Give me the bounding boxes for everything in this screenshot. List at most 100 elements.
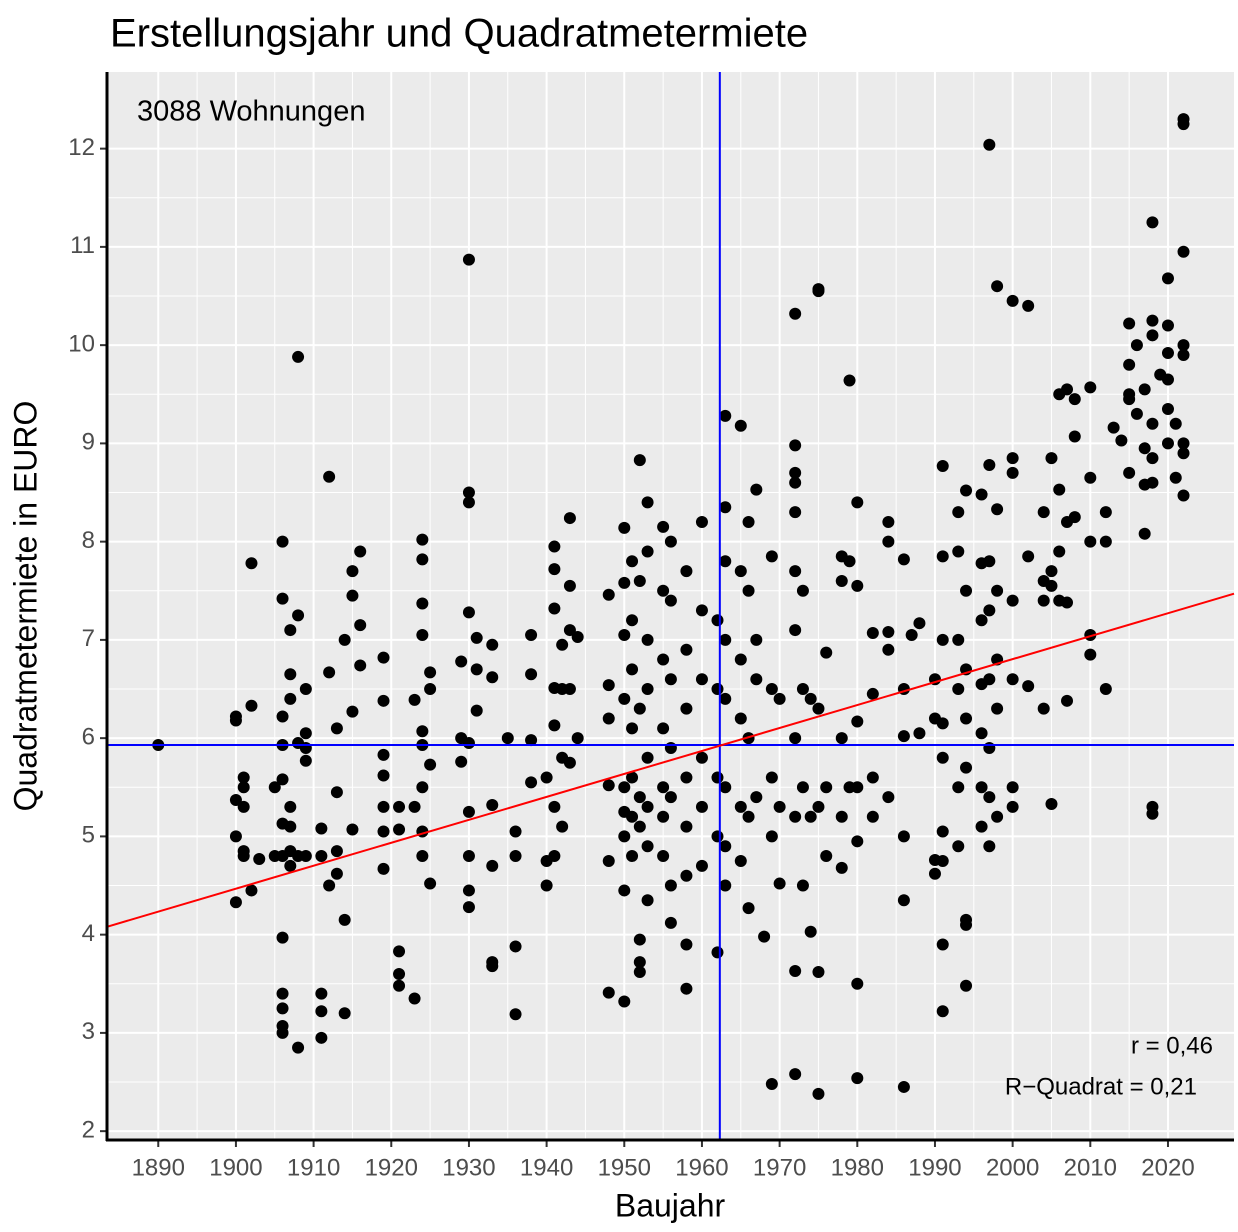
point: [462, 496, 475, 509]
y-tick-label: 11: [70, 232, 95, 259]
point: [843, 374, 856, 387]
point: [789, 624, 802, 637]
point: [563, 512, 576, 525]
x-tick-label: 1910: [287, 1154, 340, 1181]
point: [633, 820, 646, 833]
point: [975, 614, 988, 627]
annotation: r = 0,46: [1131, 1032, 1213, 1059]
point: [657, 781, 670, 794]
y-tick-label: 3: [82, 1018, 95, 1045]
point: [626, 850, 639, 863]
point: [695, 673, 708, 686]
point: [789, 466, 802, 479]
point: [711, 683, 724, 696]
point: [983, 840, 996, 853]
point: [237, 800, 250, 813]
point: [1107, 421, 1120, 434]
point: [664, 916, 677, 929]
point: [835, 574, 848, 587]
point: [633, 574, 646, 587]
point: [789, 565, 802, 578]
point: [641, 894, 654, 907]
point: [237, 850, 250, 863]
point: [1115, 434, 1128, 447]
point: [501, 732, 514, 745]
point: [975, 488, 988, 501]
point: [276, 710, 289, 723]
point: [680, 820, 693, 833]
point: [991, 280, 1004, 293]
point: [338, 913, 351, 926]
point: [742, 515, 755, 528]
point: [664, 673, 677, 686]
point: [742, 810, 755, 823]
point: [377, 800, 390, 813]
point: [284, 820, 297, 833]
point: [571, 732, 584, 745]
point: [393, 979, 406, 992]
point: [789, 810, 802, 823]
point: [276, 535, 289, 548]
point: [936, 825, 949, 838]
point: [1161, 272, 1174, 285]
point: [540, 879, 553, 892]
point: [276, 987, 289, 1000]
point: [664, 879, 677, 892]
point: [812, 800, 825, 813]
point: [719, 409, 732, 422]
point: [1177, 118, 1190, 131]
point: [835, 861, 848, 874]
point: [237, 771, 250, 784]
y-tick-label: 10: [68, 330, 95, 357]
point: [602, 588, 615, 601]
point: [416, 628, 429, 641]
point: [299, 850, 312, 863]
point: [960, 484, 973, 497]
y-tick-label: 9: [82, 429, 95, 456]
point: [882, 791, 895, 804]
x-tick-label: 1930: [442, 1154, 495, 1181]
point: [765, 683, 778, 696]
point: [936, 751, 949, 764]
point: [897, 553, 910, 566]
point: [882, 515, 895, 528]
point: [680, 643, 693, 656]
point: [719, 879, 732, 892]
point: [602, 986, 615, 999]
point: [975, 781, 988, 794]
point: [1006, 466, 1019, 479]
point: [408, 693, 421, 706]
point: [1177, 447, 1190, 460]
point: [1177, 437, 1190, 450]
point: [276, 1002, 289, 1015]
point: [1084, 381, 1097, 394]
point: [851, 835, 864, 848]
point: [299, 741, 312, 754]
point: [719, 555, 732, 568]
point: [1123, 358, 1136, 371]
point: [936, 717, 949, 730]
point: [268, 781, 281, 794]
point: [1177, 339, 1190, 352]
point: [315, 1005, 328, 1018]
point: [1022, 299, 1035, 312]
point: [882, 626, 895, 639]
point: [470, 704, 483, 717]
point: [866, 687, 879, 700]
point: [991, 503, 1004, 516]
point: [408, 800, 421, 813]
x-tick-label: 1890: [132, 1154, 185, 1181]
regression-line: [106, 592, 1235, 928]
point: [936, 633, 949, 646]
point: [804, 810, 817, 823]
point: [276, 773, 289, 786]
point: [315, 822, 328, 835]
point: [416, 725, 429, 738]
point: [1161, 319, 1174, 332]
point: [820, 781, 833, 794]
point: [330, 845, 343, 858]
point: [1146, 476, 1159, 489]
point: [928, 867, 941, 880]
point: [742, 902, 755, 915]
